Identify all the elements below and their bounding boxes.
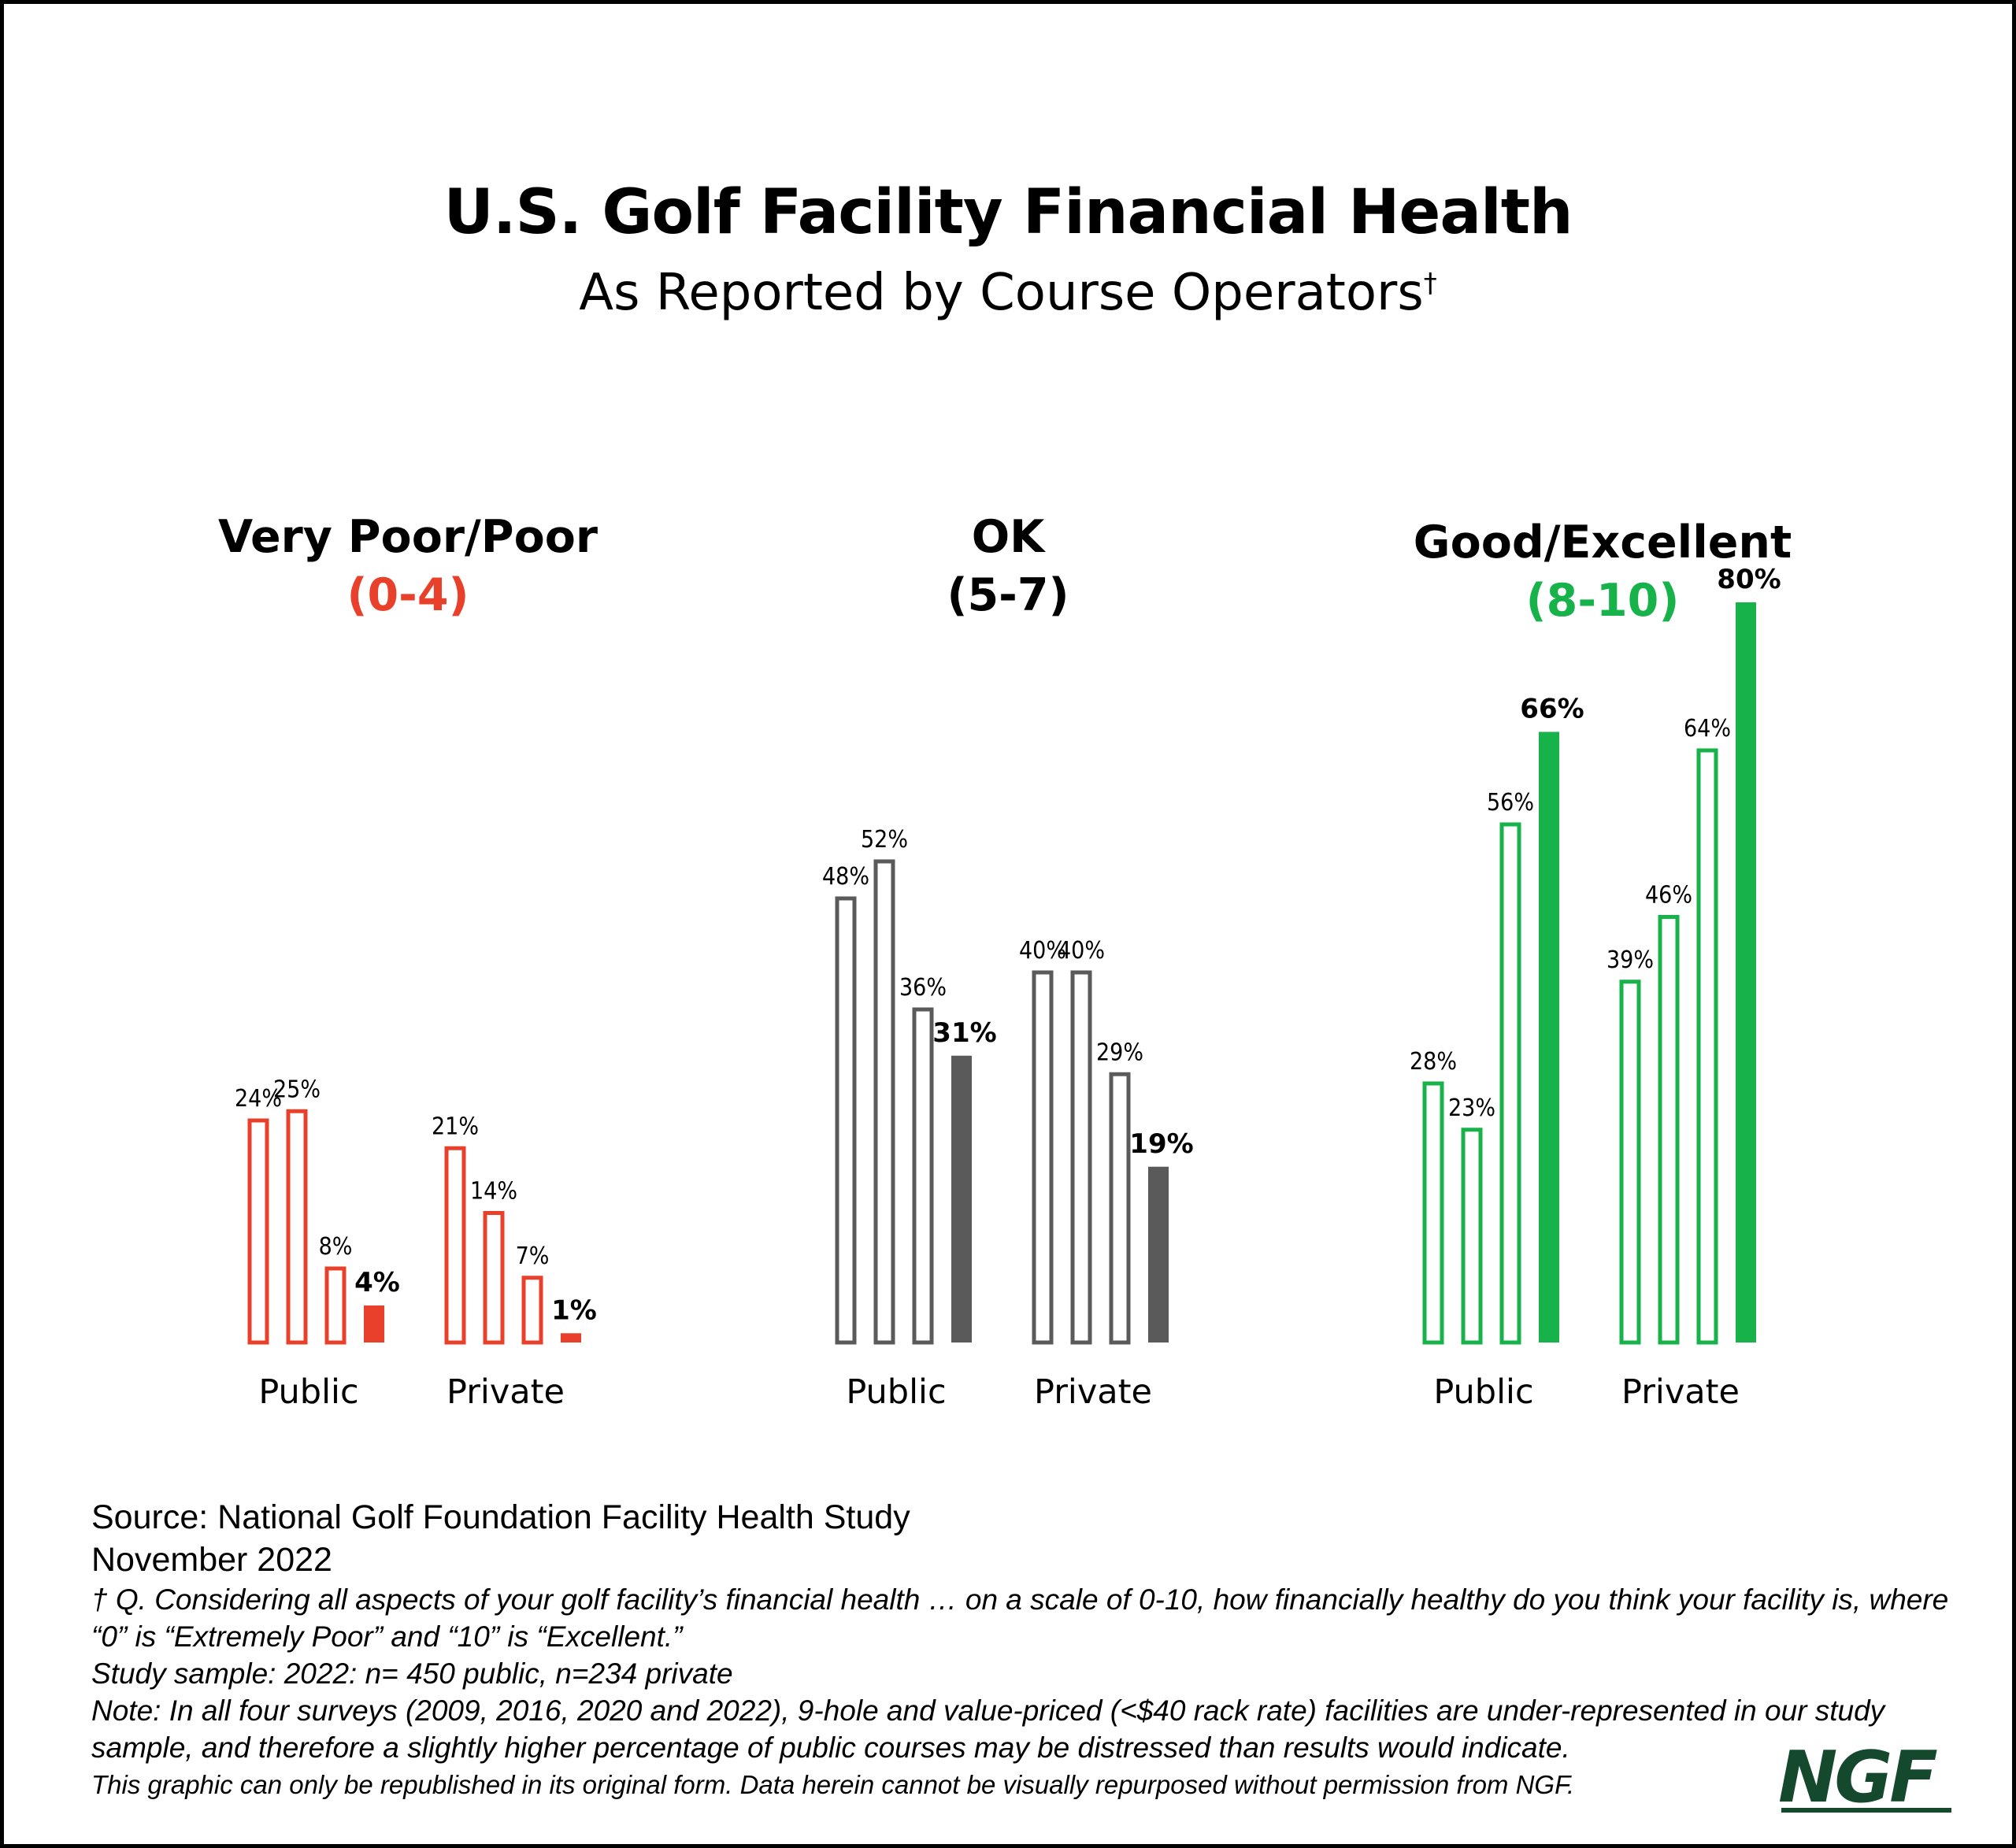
category-label-private: Private [1621, 1372, 1740, 1412]
question-note: † Q. Considering all aspects of your gol… [91, 1583, 1949, 1653]
bar-good-excellent-public-2 [1461, 1128, 1483, 1345]
data-label: 4% [354, 1267, 400, 1298]
data-label: 52% [861, 826, 908, 854]
ngf-logo: NGF [1778, 1736, 1938, 1819]
bar-ok-public-2 [873, 859, 895, 1345]
logo-underline [1781, 1808, 1951, 1813]
bar-ok-public-1 [835, 896, 857, 1345]
footer: Source: National Golf Foundation Facilit… [91, 1496, 1966, 1803]
category-label-private: Private [447, 1372, 565, 1412]
data-label: 40% [1019, 937, 1066, 965]
bar-ok-private-3 [1109, 1072, 1131, 1345]
group-title-good-excellent: Good/Excellent (8-10) [1288, 513, 1918, 630]
source-text: Source: National Golf Foundation Facilit… [91, 1498, 910, 1536]
data-label: 14% [470, 1178, 517, 1205]
category-label-public: Public [846, 1372, 946, 1412]
data-label: 56% [1487, 789, 1534, 817]
bar-ok-private-1 [1032, 970, 1054, 1345]
group-title-very-poor-poor: Very Poor/Poor (0-4) [93, 508, 723, 624]
group-range: (0-4) [346, 569, 469, 621]
bar-good-excellent-private-4 [1736, 602, 1756, 1342]
bar-good-excellent-public-3 [1499, 822, 1521, 1345]
group-range: (5-7) [947, 569, 1069, 621]
group-title-ok: OK (5-7) [693, 508, 1323, 624]
sample-note: Study sample: 2022: n= 450 public, n=234… [91, 1657, 733, 1690]
bar-very-poor-poor-public-3 [324, 1266, 346, 1345]
bar-ok-private-4 [1148, 1166, 1169, 1342]
bar-very-poor-poor-public-2 [286, 1109, 308, 1345]
data-label: 80% [1717, 564, 1781, 595]
data-label: 19% [1129, 1128, 1193, 1160]
bar-good-excellent-private-3 [1696, 748, 1718, 1345]
data-label: 1% [551, 1294, 597, 1326]
representation-note: Note: In all four surveys (2009, 2016, 2… [91, 1694, 1885, 1764]
chart-title: U.S. Golf Facility Financial Health [443, 177, 1573, 248]
data-label: 21% [432, 1113, 479, 1140]
data-label: 25% [273, 1076, 321, 1103]
category-label-public: Public [1433, 1372, 1533, 1412]
data-label: 24% [235, 1085, 282, 1113]
data-label: 40% [1058, 937, 1105, 965]
date-text: November 2022 [91, 1541, 332, 1579]
data-label: 8% [319, 1233, 353, 1261]
bar-good-excellent-private-2 [1658, 915, 1680, 1345]
data-label: 48% [822, 863, 869, 891]
data-label: 64% [1684, 715, 1731, 743]
data-label: 46% [1645, 882, 1692, 909]
bar-chart: 24%25% 8%4% Public 21% 14% 7%1% Private 48% 52% 3… [235, 564, 1781, 1412]
data-label: 7% [516, 1242, 550, 1270]
data-label: 31% [932, 1017, 996, 1049]
data-label: 66% [1520, 694, 1584, 725]
data-label: 36% [899, 974, 947, 1002]
data-label: 23% [1448, 1094, 1495, 1122]
group-name: OK [971, 511, 1045, 563]
bar-very-poor-poor-private-1 [444, 1146, 466, 1345]
bar-very-poor-poor-private-2 [483, 1211, 505, 1345]
bar-good-excellent-public-4 [1539, 731, 1559, 1342]
group-name: Good/Excellent [1413, 517, 1792, 568]
bar-ok-public-3 [912, 1007, 934, 1345]
data-label: 28% [1410, 1048, 1457, 1076]
bar-very-poor-poor-public-1 [247, 1118, 269, 1345]
bar-very-poor-poor-private-3 [521, 1276, 543, 1345]
disclaimer: This graphic can only be republished in … [91, 1770, 1575, 1799]
bar-very-poor-poor-private-4 [561, 1333, 581, 1342]
data-label: 39% [1606, 946, 1654, 974]
bar-good-excellent-private-1 [1619, 980, 1641, 1345]
bar-good-excellent-public-1 [1422, 1081, 1444, 1345]
category-label-public: Public [258, 1372, 358, 1412]
category-label-private: Private [1034, 1372, 1152, 1412]
group-range: (8-10) [1525, 575, 1680, 627]
dagger-mark: † [1423, 267, 1437, 299]
bar-ok-private-2 [1070, 970, 1092, 1345]
data-label: 29% [1096, 1039, 1143, 1066]
chart-subtitle: As Reported by Course Operators† [579, 264, 1437, 322]
bar-very-poor-poor-public-4 [364, 1305, 384, 1342]
group-name: Very Poor/Poor [218, 511, 598, 563]
bar-ok-public-4 [951, 1055, 972, 1342]
